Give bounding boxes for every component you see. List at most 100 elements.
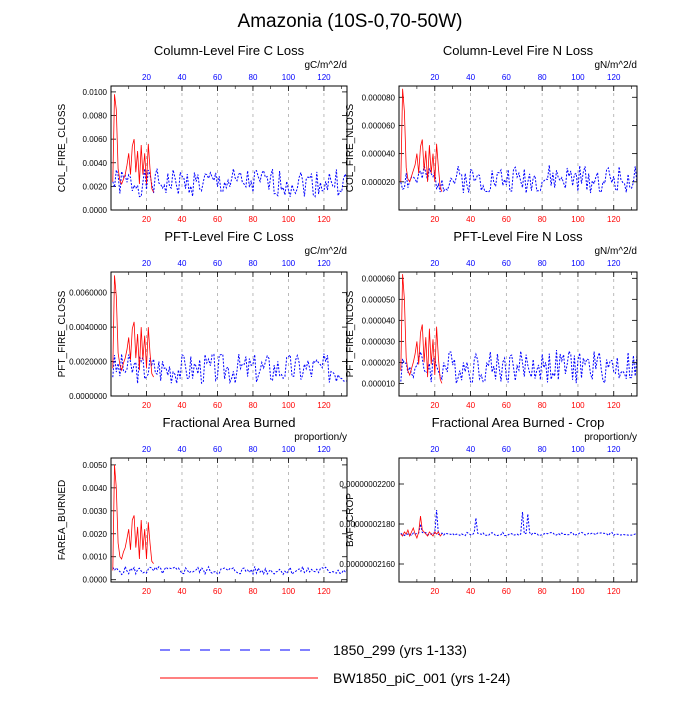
y-tick-label: 0.0100 [83, 88, 108, 97]
x-tick-label-top: 60 [502, 259, 511, 268]
x-tick-label-top: 120 [317, 259, 331, 268]
x-tick-label-bottom: 120 [317, 401, 331, 410]
units-label: gN/m^2/d [595, 60, 638, 71]
y-axis-label: COL_FIRE_CLOSS [57, 103, 68, 192]
x-tick-label-bottom: 60 [502, 215, 511, 224]
x-tick-label-bottom: 80 [249, 215, 258, 224]
x-tick-label-bottom: 40 [178, 587, 187, 596]
legend: 1850_299 (yrs 1-133) BW1850_piC_001 (yrs … [160, 642, 510, 686]
y-tick-label: 0.0080 [83, 112, 108, 121]
x-tick-label-top: 100 [571, 259, 585, 268]
y-tick-label: 0.000050 [362, 295, 396, 304]
x-tick-label-top: 80 [538, 259, 547, 268]
x-tick-label-top: 20 [142, 73, 151, 82]
series-line-bw1850 [400, 515, 443, 540]
series-line-1850 [112, 353, 347, 385]
x-tick-label-top: 20 [142, 445, 151, 454]
x-tick-label-top: 40 [178, 73, 187, 82]
x-tick-label-top: 80 [249, 73, 258, 82]
x-tick-label-bottom: 20 [430, 215, 439, 224]
y-tick-label: 0.000040 [362, 150, 396, 159]
y-tick-label: 0.0010 [83, 553, 108, 562]
x-tick-label-top: 20 [430, 259, 439, 268]
y-tick-label: 0.0020000 [69, 358, 107, 367]
legend-label: BW1850_piC_001 (yrs 1-24) [333, 670, 510, 686]
units-label: proportion/y [294, 432, 347, 443]
x-tick-label-top: 80 [538, 73, 547, 82]
y-tick-label: 0.000060 [362, 121, 396, 130]
series-line-1850 [400, 349, 637, 385]
plot-frame [398, 457, 638, 583]
plot-frame [398, 85, 638, 211]
y-tick-label: 0.00000002180 [339, 520, 395, 529]
x-tick-label-top: 60 [213, 73, 222, 82]
y-axis-label: PFT_FIRE_CLOSS [57, 290, 68, 377]
panel-5: Fractional Area Burned proportion/y FAREA_… [57, 415, 348, 596]
x-tick-label-top: 100 [282, 259, 296, 268]
units-label: gN/m^2/d [595, 246, 638, 257]
x-tick-label-bottom: 100 [571, 401, 585, 410]
x-tick-label-bottom: 100 [282, 401, 296, 410]
x-tick-label-top: 120 [607, 445, 621, 454]
plot-frame [110, 271, 348, 397]
x-tick-label-top: 100 [282, 445, 296, 454]
x-tick-label-top: 80 [538, 445, 547, 454]
y-tick-label: 0.0040 [83, 159, 108, 168]
x-tick-label-bottom: 100 [571, 215, 585, 224]
x-tick-label-bottom: 60 [213, 587, 222, 596]
x-tick-label-bottom: 40 [466, 587, 475, 596]
x-tick-label-bottom: 80 [249, 587, 258, 596]
x-tick-label-bottom: 80 [249, 401, 258, 410]
panel-3: PFT-Level Fire C Loss gC/m^2/d PFT_FIRE_CL… [57, 229, 348, 410]
y-tick-label: 0.000040 [362, 316, 396, 325]
x-tick-label-top: 120 [607, 259, 621, 268]
x-tick-label-bottom: 100 [571, 587, 585, 596]
legend-label: 1850_299 (yrs 1-133) [333, 642, 467, 658]
x-tick-label-bottom: 120 [317, 215, 331, 224]
x-tick-label-top: 120 [607, 73, 621, 82]
y-tick-label: 0.00000002200 [339, 480, 395, 489]
series-line-1850 [112, 168, 347, 198]
units-label: proportion/y [584, 432, 637, 443]
x-tick-label-bottom: 60 [502, 401, 511, 410]
x-tick-label-top: 60 [502, 445, 511, 454]
x-tick-label-top: 100 [571, 445, 585, 454]
x-tick-label-bottom: 120 [607, 587, 621, 596]
y-tick-label: 0.0060000 [69, 289, 107, 298]
x-tick-label-top: 40 [466, 445, 475, 454]
x-tick-label-bottom: 40 [466, 215, 475, 224]
series-line-1850 [400, 509, 637, 537]
y-axis-label: FAREA_BURNED [57, 480, 68, 561]
x-tick-label-bottom: 20 [142, 401, 151, 410]
y-axis-label: PFT_FIRE_NLOSS [345, 290, 356, 377]
x-tick-label-bottom: 40 [178, 215, 187, 224]
y-tick-label: 0.0020 [83, 530, 108, 539]
panel-title: Column-Level Fire N Loss [443, 43, 594, 58]
y-tick-label: 0.0030 [83, 507, 108, 516]
x-tick-label-top: 100 [571, 73, 585, 82]
panel-6: Fractional Area Burned - Crop proportion/… [339, 415, 638, 596]
y-tick-label: 0.0000 [83, 576, 108, 585]
x-tick-label-top: 60 [502, 73, 511, 82]
y-tick-label: 0.000020 [362, 358, 396, 367]
x-tick-label-bottom: 20 [142, 215, 151, 224]
series-line-bw1850 [112, 275, 154, 378]
y-axis-label: COL_FIRE_NLOSS [345, 103, 356, 192]
series-line-1850 [400, 164, 637, 194]
x-tick-label-top: 120 [317, 445, 331, 454]
plot-frame [110, 457, 348, 583]
plot-frame [110, 85, 348, 211]
series-line-bw1850 [400, 274, 443, 384]
y-axis-label: BAF_CROP [345, 493, 356, 547]
y-tick-label: 0.00000002160 [339, 560, 395, 569]
y-tick-label: 0.000010 [362, 379, 396, 388]
units-label: gC/m^2/d [305, 246, 348, 257]
units-label: gC/m^2/d [305, 60, 348, 71]
panel-title: Column-Level Fire C Loss [154, 43, 305, 58]
panel-title: PFT-Level Fire N Loss [453, 229, 583, 244]
x-tick-label-bottom: 20 [430, 401, 439, 410]
x-tick-label-bottom: 80 [538, 401, 547, 410]
x-tick-label-bottom: 80 [538, 587, 547, 596]
